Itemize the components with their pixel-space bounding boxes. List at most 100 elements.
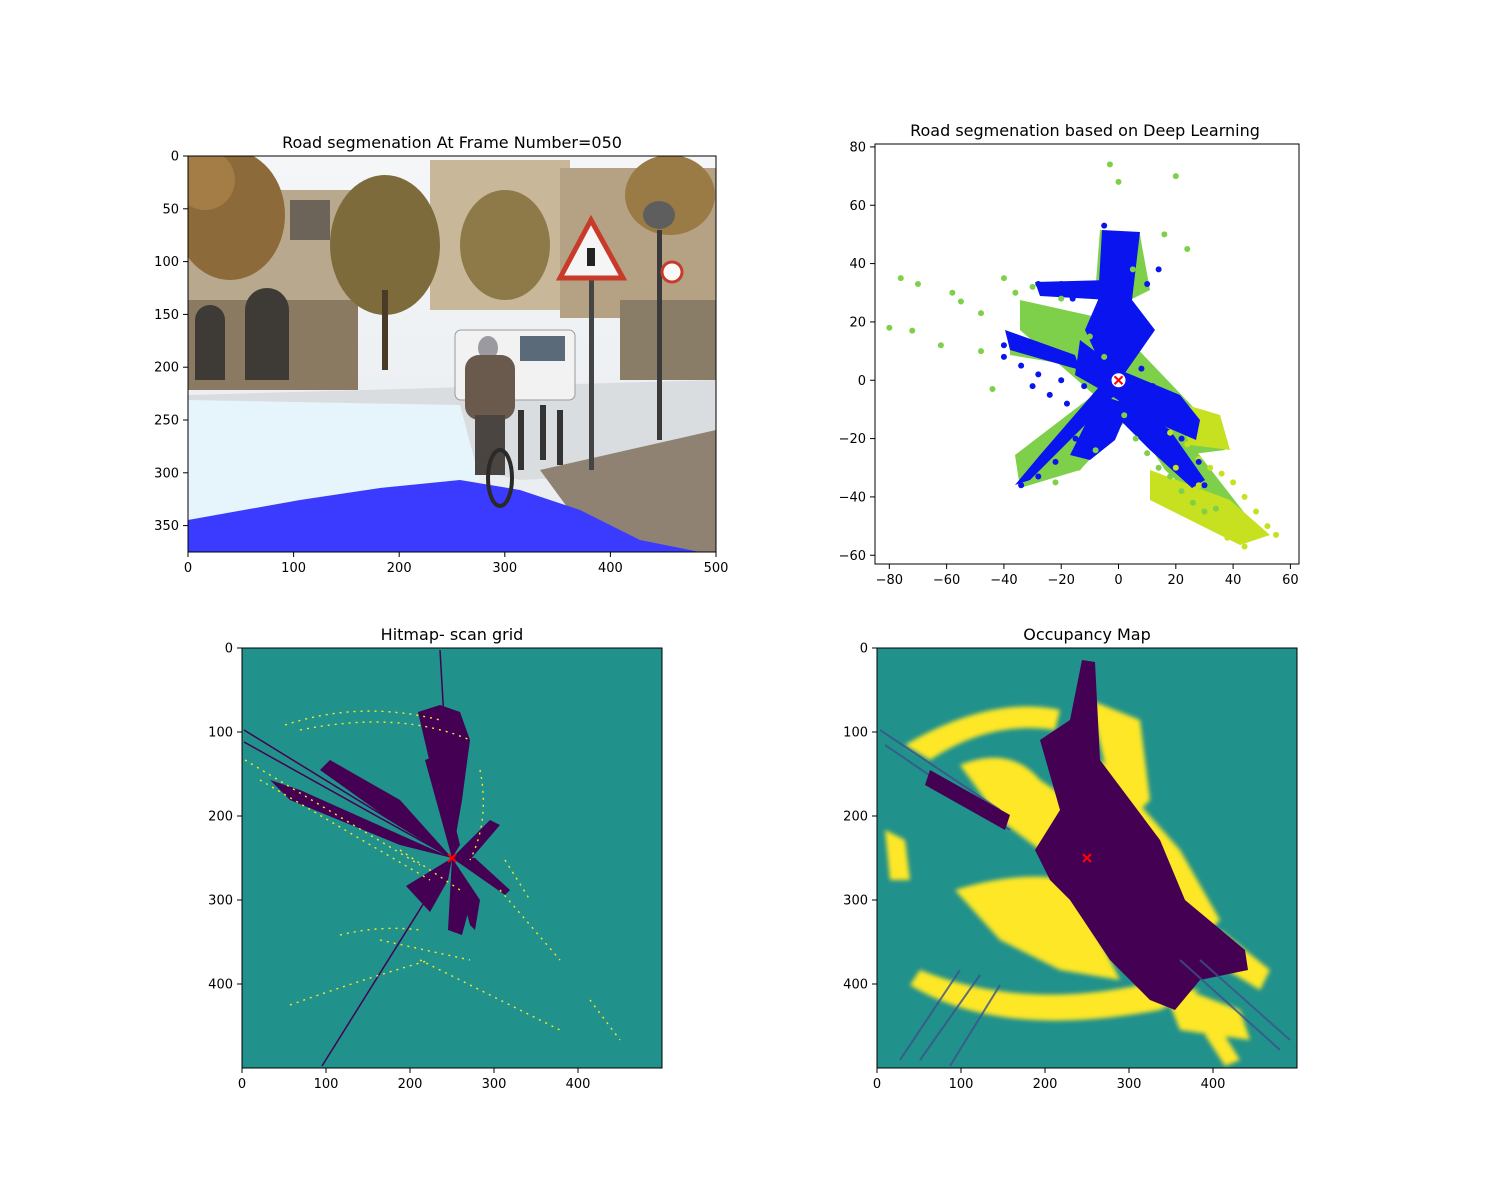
scatter-point bbox=[1241, 493, 1248, 500]
scatter-point bbox=[1081, 383, 1088, 390]
scatter-point bbox=[978, 348, 984, 355]
panel4-title: Occupancy Map bbox=[1023, 625, 1151, 644]
y-tick-label: 100 bbox=[843, 726, 868, 741]
scatter-point bbox=[1144, 426, 1151, 433]
scatter-point bbox=[1101, 222, 1108, 229]
scatter-point bbox=[1018, 362, 1025, 369]
y-tick-label: 200 bbox=[208, 810, 233, 825]
x-tick-label: −20 bbox=[1047, 573, 1074, 588]
scatter-point bbox=[1109, 318, 1116, 325]
scatter-point bbox=[1109, 246, 1116, 252]
y-tick-label: 40 bbox=[849, 257, 866, 272]
scatter-point bbox=[1207, 464, 1214, 471]
scatter-point bbox=[1029, 283, 1036, 290]
scatter-point bbox=[1072, 435, 1079, 442]
scatter-point bbox=[1187, 464, 1194, 471]
scatter-point bbox=[1144, 450, 1151, 457]
x-tick-label: 300 bbox=[1117, 1077, 1142, 1092]
y-tick-label: 200 bbox=[154, 361, 179, 376]
scatter-point bbox=[1058, 281, 1065, 287]
scatter-point bbox=[1000, 342, 1007, 349]
y-tick-label: 50 bbox=[162, 202, 179, 217]
scatter-point bbox=[1184, 441, 1191, 448]
panel-road-image: Road segmenation At Frame Number=050 bbox=[154, 133, 728, 576]
scatter-point bbox=[1172, 173, 1179, 180]
scatter-point bbox=[1138, 365, 1145, 372]
scatter-point bbox=[1052, 458, 1059, 465]
scatter-point bbox=[1253, 508, 1260, 515]
scatter-point bbox=[1112, 348, 1119, 355]
scatter-points bbox=[886, 161, 1280, 550]
x-tick-label: 60 bbox=[1282, 573, 1299, 588]
scatter-point bbox=[1086, 333, 1093, 340]
scatter-point bbox=[1092, 447, 1099, 454]
panel3-ticks: 0 100 200 300 400 0 100 200 300 400 bbox=[208, 642, 590, 1093]
panel-deep-learning-scatter: Road segmenation based on Deep Learning bbox=[839, 121, 1300, 588]
scatter-point bbox=[937, 342, 944, 349]
panel-hitmap: Hitmap- scan grid bbox=[208, 625, 663, 1093]
scatter-point bbox=[957, 298, 964, 305]
x-tick-label: 500 bbox=[704, 561, 729, 576]
scatter-point bbox=[1212, 505, 1219, 512]
scatter-point bbox=[1121, 333, 1128, 340]
scatter-point bbox=[989, 386, 996, 392]
x-tick-label: 100 bbox=[281, 561, 306, 576]
x-tick-label: 0 bbox=[873, 1077, 881, 1092]
scatter-point bbox=[1273, 531, 1280, 538]
x-tick-label: 0 bbox=[238, 1077, 246, 1092]
panel3-title: Hitmap- scan grid bbox=[381, 625, 524, 644]
y-tick-label: 20 bbox=[849, 315, 866, 330]
scatter-point bbox=[1035, 473, 1042, 480]
scatter-point bbox=[1000, 275, 1007, 282]
y-tick-label: 100 bbox=[208, 726, 233, 741]
scatter-point bbox=[1241, 543, 1248, 550]
scatter-point bbox=[1104, 386, 1111, 392]
y-tick-label: 300 bbox=[843, 894, 868, 909]
scatter-point bbox=[1115, 178, 1122, 185]
scatter-point bbox=[1012, 289, 1019, 296]
scatter-point bbox=[1035, 371, 1042, 378]
scatter-point bbox=[1058, 295, 1065, 302]
x-tick-label: 400 bbox=[598, 561, 623, 576]
scatter-point bbox=[1121, 234, 1128, 241]
x-tick-label: −80 bbox=[876, 573, 903, 588]
scatter-point bbox=[1224, 534, 1231, 541]
vehicle-marker bbox=[1082, 853, 1092, 863]
y-tick-label: 300 bbox=[208, 894, 233, 909]
scatter-point bbox=[1052, 479, 1059, 486]
x-tick-label: 300 bbox=[482, 1077, 507, 1092]
x-tick-label: 200 bbox=[1033, 1077, 1058, 1092]
vehicle-marker bbox=[447, 853, 457, 863]
scatter-point bbox=[1178, 418, 1185, 425]
y-tick-label: 350 bbox=[154, 519, 179, 534]
y-tick-label: 0 bbox=[171, 150, 179, 165]
scatter-point bbox=[1158, 441, 1165, 448]
scatter-point bbox=[1058, 377, 1065, 384]
scatter-point bbox=[1035, 281, 1042, 287]
scatter-point bbox=[1106, 289, 1113, 296]
scatter-point bbox=[1075, 464, 1082, 471]
scatter-point bbox=[1115, 260, 1122, 267]
y-tick-label: −60 bbox=[839, 549, 866, 564]
y-tick-label: 0 bbox=[858, 374, 866, 389]
scatter-point bbox=[1018, 482, 1025, 489]
scatter-point bbox=[897, 275, 904, 282]
origin-marker bbox=[1113, 375, 1124, 385]
scatter-point bbox=[1167, 473, 1174, 480]
scatter-point bbox=[909, 327, 916, 334]
scatter-point bbox=[1264, 523, 1271, 530]
red-x-marker bbox=[447, 853, 457, 863]
scatter-point bbox=[886, 324, 893, 331]
x-tick-label: 0 bbox=[1114, 573, 1122, 588]
x-tick-label: 200 bbox=[387, 561, 412, 576]
scatter-point bbox=[1098, 406, 1105, 413]
scatter-point bbox=[1201, 482, 1208, 489]
scatter-point bbox=[1155, 464, 1162, 471]
y-tick-label: 100 bbox=[154, 255, 179, 270]
x-tick-label: 200 bbox=[398, 1077, 423, 1092]
scatter-point bbox=[1121, 275, 1128, 282]
scatter-point bbox=[1155, 266, 1162, 273]
scatter-point bbox=[1081, 281, 1088, 287]
x-tick-label: 100 bbox=[314, 1077, 339, 1092]
